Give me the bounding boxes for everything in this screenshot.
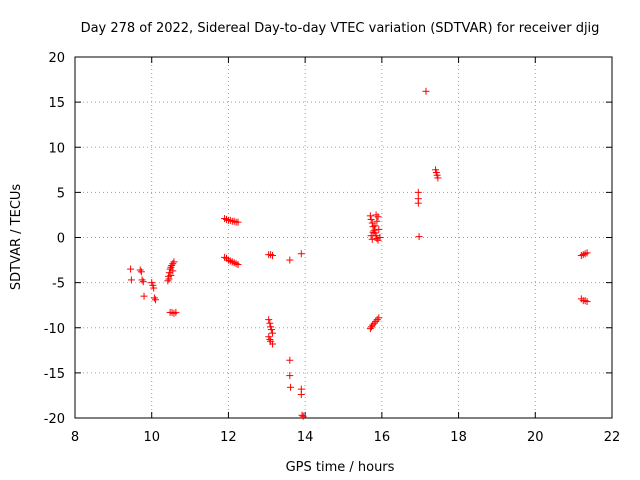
y-tick-label: 10: [48, 141, 65, 156]
data-point: [269, 329, 277, 337]
data-point: [127, 276, 135, 284]
chart-title: Day 278 of 2022, Sidereal Day-to-day VTE…: [81, 21, 600, 36]
data-point: [372, 211, 380, 219]
data-point: [167, 271, 175, 279]
data-point: [168, 261, 176, 269]
data-point: [366, 325, 374, 333]
data-point: [299, 412, 307, 420]
data-point: [286, 256, 294, 264]
data-point: [150, 284, 158, 292]
y-tick-label: 0: [57, 232, 65, 247]
x-tick-label: 20: [527, 430, 544, 445]
data-point: [367, 232, 375, 240]
data-point: [269, 252, 277, 260]
data-point: [137, 268, 145, 276]
y-axis-label: SDTVAR / TECUs: [9, 184, 24, 291]
y-tick-label: 20: [48, 51, 65, 66]
data-point: [267, 326, 275, 334]
data-point: [169, 260, 177, 268]
y-tick-label: -20: [44, 412, 65, 427]
data-point: [422, 87, 430, 95]
data-point: [265, 316, 273, 324]
data-point: [127, 265, 135, 273]
data-point: [297, 391, 305, 399]
data-point: [234, 218, 242, 226]
data-point: [368, 323, 376, 331]
data-point: [373, 234, 381, 242]
data-point: [373, 316, 381, 324]
data-point: [266, 319, 274, 327]
x-tick-label: 12: [220, 430, 237, 445]
y-tick-label: 15: [48, 96, 65, 111]
data-point: [226, 216, 234, 224]
data-point: [369, 321, 377, 329]
data-point: [230, 217, 238, 225]
data-point: [371, 222, 379, 230]
data-point: [581, 297, 589, 305]
y-tick-label: -15: [44, 367, 65, 382]
data-point: [297, 250, 305, 258]
data-point: [287, 383, 295, 391]
data-point: [434, 174, 442, 182]
x-tick-label: 8: [71, 430, 79, 445]
data-point: [415, 233, 423, 241]
data-point: [366, 212, 374, 220]
x-tick-label: 16: [374, 430, 391, 445]
data-point: [138, 276, 146, 284]
y-tick-label: -5: [52, 277, 65, 292]
y-tick-label: -10: [44, 322, 65, 337]
x-tick-label: 22: [604, 430, 621, 445]
data-point: [223, 215, 231, 223]
x-tick-label: 10: [143, 430, 160, 445]
grid-lines: [75, 57, 612, 418]
data-point: [170, 258, 178, 266]
data-point: [581, 250, 589, 258]
x-axis-label: GPS time / hours: [286, 460, 395, 475]
x-tick-label: 14: [297, 430, 314, 445]
y-tick-label: 5: [57, 186, 65, 201]
data-point: [169, 267, 177, 275]
data-point: [414, 188, 422, 196]
data-point: [140, 292, 148, 300]
data-point: [152, 296, 160, 304]
data-point: [165, 275, 173, 283]
data-point: [376, 234, 384, 241]
data-point: [414, 199, 422, 207]
data-point: [369, 228, 377, 236]
data-point: [583, 249, 591, 257]
data-point: [167, 263, 175, 271]
data-point: [139, 278, 147, 286]
data-points: [127, 87, 591, 420]
data-point: [164, 277, 172, 285]
data-point: [374, 213, 382, 221]
data-point: [370, 319, 378, 327]
data-point: [367, 215, 375, 223]
data-point: [221, 215, 229, 223]
data-point: [172, 308, 180, 316]
data-point: [372, 317, 380, 325]
data-point: [150, 294, 158, 302]
data-point: [375, 225, 383, 233]
data-point: [375, 314, 383, 322]
data-point: [170, 309, 178, 317]
data-point: [368, 235, 376, 243]
axis-ticks: 8 10 12 14 16 18 20 22 -20 -15 -10 -5 0 5 10 15 20: [44, 51, 621, 445]
data-point: [579, 251, 587, 259]
data-point: [583, 298, 591, 306]
data-point: [234, 261, 242, 269]
data-point: [136, 266, 144, 274]
data-point: [286, 372, 294, 380]
data-point: [269, 340, 277, 348]
data-point: [298, 411, 306, 419]
x-tick-label: 18: [450, 430, 467, 445]
data-point: [286, 356, 294, 364]
data-point: [373, 217, 381, 225]
data-point: [266, 335, 274, 343]
data-point: [267, 251, 275, 259]
